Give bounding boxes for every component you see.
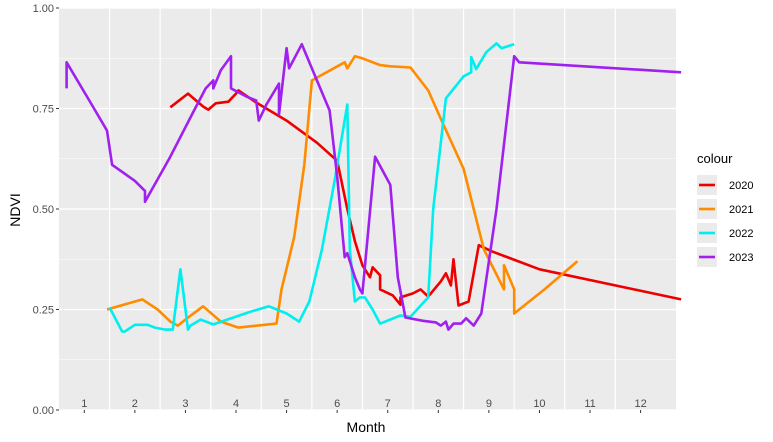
- x-tick-label: 10: [533, 398, 545, 410]
- x-tick-label: 7: [385, 398, 391, 410]
- legend-title: colour: [697, 151, 733, 166]
- series-line-2023: [65, 42, 682, 331]
- x-tick-label: 4: [233, 398, 239, 410]
- series-lines: [65, 42, 682, 333]
- legend: colour 2020 2021 2022 2023: [697, 151, 753, 267]
- x-tick-label: 12: [634, 398, 646, 410]
- y-axis: 0.00 0.25 0.50 0.75 1.00: [33, 3, 59, 417]
- y-tick-label: 0.00: [33, 405, 54, 417]
- legend-label-2020: 2020: [729, 180, 753, 192]
- grid-minor: [59, 57, 676, 361]
- x-axis: 1 2 3 4 5 6 7 8 9 10 11 12: [81, 398, 647, 413]
- x-tick-label: 2: [132, 398, 138, 410]
- x-tick-label: 6: [334, 398, 340, 410]
- x-tick-label: 5: [284, 398, 290, 410]
- series-line-2022: [108, 42, 515, 333]
- x-axis-title: Month: [347, 419, 386, 435]
- x-tick-label: 8: [435, 398, 441, 410]
- series-line-2020: [169, 89, 682, 307]
- x-tick-label: 1: [81, 398, 87, 410]
- x-tick-label: 9: [486, 398, 492, 410]
- series-line-2021: [106, 54, 579, 329]
- y-axis-title: NDVI: [7, 193, 23, 226]
- y-tick-label: 0.75: [33, 104, 54, 116]
- y-tick-label: 0.50: [33, 204, 54, 216]
- legend-label-2022: 2022: [729, 228, 753, 240]
- legend-label-2021: 2021: [729, 204, 753, 216]
- x-tick-label: 3: [182, 398, 188, 410]
- x-tick-label: 11: [584, 398, 595, 410]
- grid-major: [59, 7, 676, 411]
- legend-label-2023: 2023: [729, 252, 753, 264]
- y-tick-label: 1.00: [33, 3, 54, 15]
- y-tick-label: 0.25: [33, 305, 54, 317]
